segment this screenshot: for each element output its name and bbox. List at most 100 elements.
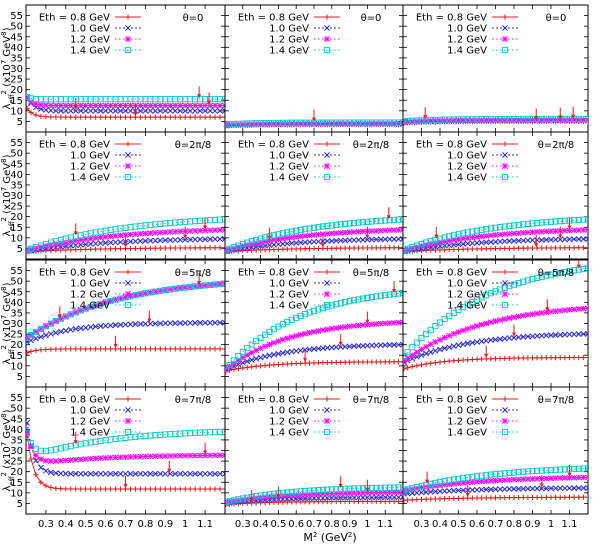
data-point — [557, 485, 564, 492]
data-point — [441, 488, 448, 495]
x-tick-label: 0.5 — [451, 519, 467, 530]
data-point — [333, 119, 340, 126]
data-point — [492, 318, 499, 325]
data-point — [360, 498, 366, 505]
threshold-arrow — [539, 475, 544, 488]
data-point — [506, 222, 513, 229]
y-tick-label: 5 — [17, 372, 23, 383]
data-point — [364, 236, 371, 243]
data-point — [112, 232, 119, 239]
data-point — [202, 319, 209, 326]
y-tick-label: 30 — [10, 191, 23, 202]
data-point — [395, 216, 402, 223]
data-point — [72, 309, 79, 316]
data-point — [225, 247, 229, 254]
data-point — [266, 341, 273, 348]
threshold-arrow — [123, 476, 128, 489]
data-point — [492, 224, 499, 231]
y-tick-label: 25 — [10, 75, 23, 86]
data-point — [157, 470, 164, 477]
legend-label: 1.4 GeV — [447, 301, 487, 312]
data-point — [253, 347, 260, 354]
data-point — [437, 496, 443, 502]
y-tick-label: 20 — [10, 85, 23, 96]
threshold-arrow — [267, 227, 272, 240]
y-tick-label: 55 — [10, 393, 23, 404]
data-point — [464, 474, 471, 481]
data-point — [279, 489, 286, 496]
data-point — [172, 320, 179, 327]
data-point — [404, 349, 411, 356]
data-point — [172, 114, 178, 120]
data-point — [43, 483, 49, 489]
data-point — [284, 229, 291, 236]
data-point — [67, 102, 74, 109]
data-point — [524, 229, 531, 236]
data-point — [548, 245, 554, 251]
data-point — [127, 231, 134, 238]
y-tick-label: 40 — [10, 43, 23, 54]
data-point — [42, 107, 49, 114]
data-point — [441, 334, 448, 341]
data-point — [446, 247, 452, 253]
data-point — [391, 484, 398, 491]
data-point — [346, 229, 353, 236]
data-point — [432, 247, 438, 253]
data-point — [58, 486, 64, 492]
data-point — [427, 116, 434, 124]
data-point — [580, 354, 586, 361]
threshold-arrow — [249, 490, 254, 503]
x-tick-label: 0.9 — [342, 519, 358, 530]
x-tick-label: 0.6 — [469, 519, 485, 530]
data-point — [446, 116, 453, 123]
data-point — [47, 447, 54, 454]
data-point — [386, 291, 393, 298]
data-point — [501, 477, 508, 484]
y-tick-label: 15 — [10, 96, 23, 107]
data-point — [329, 498, 335, 505]
threshold-arrow — [183, 226, 188, 239]
data-point — [293, 499, 299, 505]
data-point — [182, 236, 189, 243]
legend-label: Eth = 0.8 GeV — [238, 268, 309, 279]
data-point — [47, 458, 54, 465]
theta-label: θ=7π/8 — [353, 395, 390, 406]
data-point — [324, 245, 330, 251]
legend-marker — [125, 291, 131, 297]
data-point — [395, 290, 402, 297]
data-point — [338, 359, 344, 365]
theta-label: θ=2π/8 — [175, 140, 212, 151]
data-point — [464, 116, 471, 123]
data-point — [488, 356, 494, 362]
data-point — [506, 486, 513, 492]
data-point — [270, 232, 278, 239]
data-point — [47, 107, 54, 114]
legend-label: 1.2 GeV — [447, 162, 487, 173]
data-point — [244, 247, 250, 254]
data-point — [197, 486, 203, 492]
data-point — [315, 245, 322, 252]
data-point — [102, 322, 109, 329]
data-point — [423, 481, 430, 488]
data-point — [501, 231, 508, 238]
data-point — [342, 299, 349, 306]
data-point — [82, 107, 89, 114]
data-point — [575, 485, 582, 492]
series-line-4 — [403, 467, 588, 491]
data-point — [571, 485, 578, 492]
data-point — [152, 486, 158, 492]
data-point — [306, 499, 313, 505]
data-point — [182, 452, 189, 459]
data-point — [436, 319, 444, 326]
data-point — [524, 277, 531, 284]
data-point — [566, 354, 573, 361]
data-point — [57, 470, 64, 477]
data-point — [511, 230, 517, 237]
data-point — [543, 475, 550, 482]
data-point — [157, 320, 164, 327]
data-point — [107, 239, 114, 246]
data-point — [543, 115, 550, 122]
data-point — [57, 315, 64, 322]
